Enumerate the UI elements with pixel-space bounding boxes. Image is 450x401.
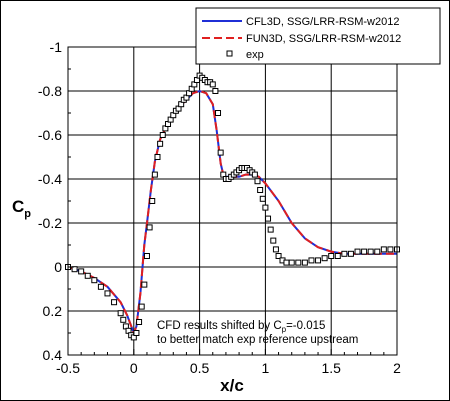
y-tick-label: 0 xyxy=(54,259,62,275)
x-tick-label: 0 xyxy=(130,360,138,376)
exp-point xyxy=(215,110,222,116)
legend-label-exp: exp xyxy=(246,49,264,61)
y-axis-title: Cp xyxy=(12,197,31,220)
x-tick-label: 1 xyxy=(262,360,270,376)
y-tick-label: -0.8 xyxy=(38,83,62,99)
exp-point xyxy=(354,248,361,255)
legend-box xyxy=(195,7,441,65)
exp-point xyxy=(159,132,166,138)
y-axis-title-main: C xyxy=(12,197,24,216)
annotation-line-1-prefix: CFD results shifted by C xyxy=(157,320,282,332)
exp-point xyxy=(212,88,219,94)
series-cfl3d-line xyxy=(67,89,397,336)
exp-point xyxy=(91,277,98,284)
exp-point xyxy=(136,319,143,325)
series-fun3d-line xyxy=(67,89,397,336)
exp-point xyxy=(295,259,302,266)
exp-point xyxy=(149,198,156,204)
exp-point xyxy=(117,310,124,317)
exp-point xyxy=(308,257,315,264)
exp-point xyxy=(334,253,341,259)
exp-point xyxy=(270,237,277,244)
annotation: CFD results shifted by Cp=-0.015 to bett… xyxy=(157,320,358,346)
y-tick-label: 0.4 xyxy=(43,347,63,363)
exp-point xyxy=(275,253,282,259)
x-tick-label: 1.5 xyxy=(321,360,341,376)
exp-point xyxy=(133,330,140,336)
exp-point xyxy=(283,259,290,266)
exp-point xyxy=(84,272,91,279)
exp-point xyxy=(259,195,266,202)
exp-point xyxy=(380,246,387,253)
exp-point xyxy=(157,140,164,147)
x-axis-title: x/c xyxy=(220,376,244,395)
exp-point xyxy=(321,255,328,262)
exp-point xyxy=(374,248,381,255)
exp-point xyxy=(347,250,354,257)
legend-label-cfl3d: CFL3D, SSG/LRR-RSM-w2012 xyxy=(246,16,399,28)
exp-point xyxy=(97,283,104,290)
y-tick-label: -0.2 xyxy=(38,215,62,231)
axis-ticks: -0.5 0 0.5 1 1.5 2 -1 -0.8 -0.6 -0.4 -0.2 0 0.2 0.4 xyxy=(38,39,401,376)
exp-point xyxy=(209,81,216,88)
exp-point xyxy=(254,178,261,185)
x-tick-label: 2 xyxy=(393,360,401,376)
legend-label-fun3d: FUN3D, SSG/LRR-RSM-w2012 xyxy=(246,33,401,45)
exp-point xyxy=(138,303,145,310)
annotation-line-1-suffix: =-0.015 xyxy=(286,320,325,332)
exp-point xyxy=(154,154,161,160)
exp-point xyxy=(151,171,158,178)
x-tick-label: 0.5 xyxy=(190,360,210,376)
exp-point xyxy=(78,268,85,275)
exp-point xyxy=(315,257,322,264)
y-tick-label: -1 xyxy=(50,39,63,55)
exp-point xyxy=(71,266,78,273)
y-tick-label: -0.4 xyxy=(38,171,62,187)
exp-point xyxy=(143,253,150,259)
y-tick-label: -0.6 xyxy=(38,127,62,143)
annotation-line-1-subscript: p xyxy=(282,325,287,334)
annotation-line-2: to better match exp reference upstream xyxy=(157,334,358,346)
y-axis-title-subscript: p xyxy=(24,208,31,220)
exp-point xyxy=(120,316,127,323)
exp-point xyxy=(111,299,118,306)
exp-point xyxy=(267,226,274,233)
exp-point xyxy=(301,259,308,266)
legend: CFL3D, SSG/LRR-RSM-w2012 FUN3D, SSG/LRR-… xyxy=(195,7,441,65)
exp-point xyxy=(257,187,264,193)
exp-point xyxy=(146,224,153,231)
grid xyxy=(68,47,397,355)
exp-point xyxy=(104,290,111,297)
exp-point xyxy=(341,250,348,257)
x-tick-label: -0.5 xyxy=(56,360,80,376)
exp-point xyxy=(328,253,335,259)
exp-point xyxy=(251,171,258,178)
exp-point xyxy=(262,204,269,211)
exp-point xyxy=(387,246,394,253)
exp-point xyxy=(265,215,272,222)
exp-point xyxy=(288,259,295,266)
exp-point xyxy=(141,281,148,288)
plot-border xyxy=(67,46,398,356)
series-exp xyxy=(65,72,400,341)
y-tick-label: 0.2 xyxy=(43,303,63,319)
exp-point xyxy=(361,248,368,255)
legend-swatch-exp xyxy=(226,50,233,57)
exp-point xyxy=(272,246,279,253)
annotation-line-1: CFD results shifted by Cp=-0.015 xyxy=(157,320,325,334)
exp-point xyxy=(217,149,224,156)
data-series xyxy=(65,72,400,341)
exp-point xyxy=(367,248,374,255)
